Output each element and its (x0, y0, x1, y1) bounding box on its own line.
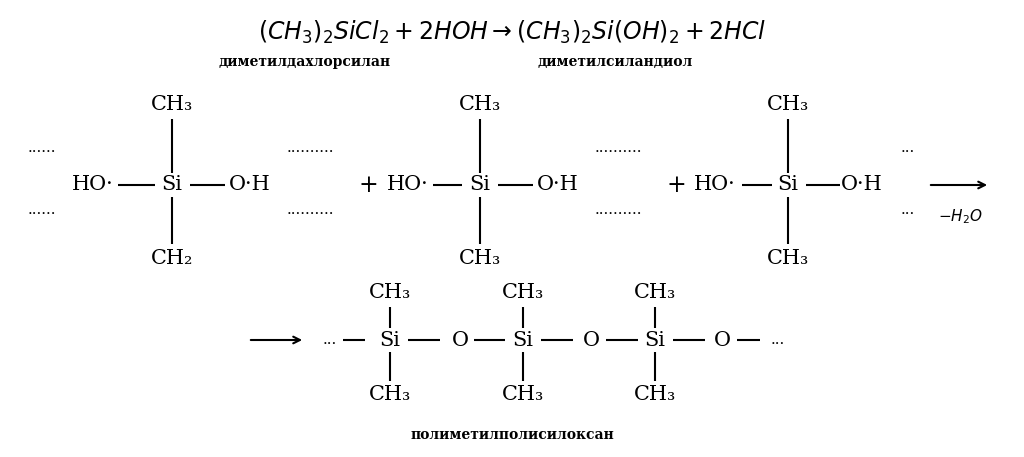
Text: CH₃: CH₃ (369, 386, 411, 404)
Text: $(CH_3)_2SiCl_2 + 2HOH \rightarrow (CH_3)_2Si(OH)_2 + 2HCl$: $(CH_3)_2SiCl_2 + 2HOH \rightarrow (CH_3… (258, 18, 766, 46)
Text: O·H: O·H (229, 175, 271, 195)
Text: диметилсиландиол: диметилсиландиол (538, 55, 692, 69)
Text: ......: ...... (28, 203, 56, 217)
Text: CH₃: CH₃ (767, 249, 809, 267)
Text: $-H_2O$: $-H_2O$ (938, 207, 982, 226)
Text: O: O (714, 330, 730, 350)
Text: CH₃: CH₃ (634, 283, 676, 303)
Text: CH₃: CH₃ (459, 249, 501, 267)
Text: Si: Si (380, 330, 400, 350)
Text: Si: Si (469, 175, 490, 195)
Text: +: + (358, 174, 378, 197)
Text: CH₃: CH₃ (502, 386, 544, 404)
Text: Si: Si (162, 175, 182, 195)
Text: ...: ... (901, 141, 915, 155)
Text: HO·: HO· (72, 175, 114, 195)
Text: CH₃: CH₃ (767, 96, 809, 115)
Text: CH₃: CH₃ (634, 386, 676, 404)
Text: O·H: O·H (538, 175, 579, 195)
Text: CH₃: CH₃ (459, 96, 501, 115)
Text: +: + (667, 174, 686, 197)
Text: O: O (583, 330, 599, 350)
Text: Si: Si (644, 330, 666, 350)
Text: ......: ...... (28, 141, 56, 155)
Text: CH₃: CH₃ (502, 283, 544, 303)
Text: Si: Si (777, 175, 799, 195)
Text: ...: ... (901, 203, 915, 217)
Text: CH₃: CH₃ (369, 283, 411, 303)
Text: ...: ... (323, 333, 337, 347)
Text: ...: ... (771, 333, 785, 347)
Text: CH₃: CH₃ (151, 96, 194, 115)
Text: HO·: HO· (387, 175, 429, 195)
Text: ..........: .......... (287, 141, 334, 155)
Text: O·H: O·H (841, 175, 883, 195)
Text: CH₂: CH₂ (151, 249, 194, 267)
Text: ..........: .......... (594, 203, 642, 217)
Text: ..........: .......... (287, 203, 334, 217)
Text: Si: Si (512, 330, 534, 350)
Text: полиметилполисилоксан: полиметилполисилоксан (411, 428, 613, 442)
Text: HO·: HO· (694, 175, 736, 195)
Text: диметилдахлорсилан: диметилдахлорсилан (219, 55, 391, 69)
Text: ..........: .......... (594, 141, 642, 155)
Text: O: O (452, 330, 469, 350)
